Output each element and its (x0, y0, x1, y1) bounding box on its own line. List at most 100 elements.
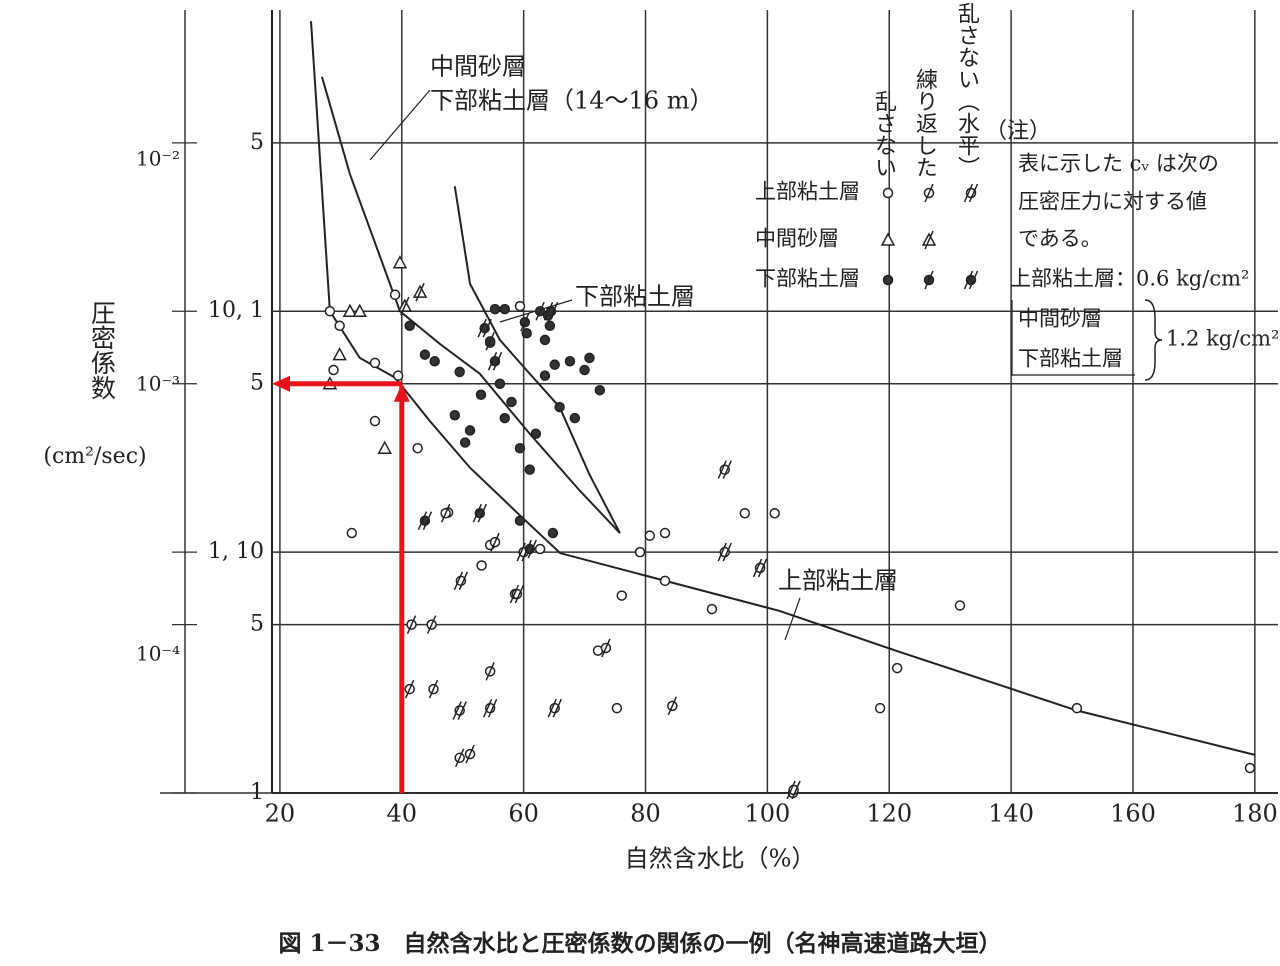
data-point (519, 312, 531, 332)
data-point (611, 702, 623, 714)
marker-shape (706, 603, 718, 615)
marker-slash (454, 748, 465, 768)
data-point (476, 560, 487, 571)
note-line: 圧密圧力に対する値 (1018, 190, 1207, 214)
marker-shape (464, 425, 476, 436)
marker-shape (569, 412, 581, 424)
data-point (786, 780, 801, 800)
marker-slash (963, 183, 974, 203)
marker-shape (882, 274, 894, 286)
data-point (406, 615, 417, 634)
marker-slash (963, 270, 974, 290)
x-tick-label: 180 (1232, 800, 1278, 828)
y-outer-label: 10⁻⁴ (136, 642, 180, 666)
curve-label: 下部粘土層 (575, 283, 695, 311)
marker-slash (406, 615, 417, 634)
y-tick-label: 1, 10 (208, 539, 264, 564)
data-point (453, 571, 469, 591)
reference-arrow (286, 381, 405, 793)
marker-shape (499, 412, 511, 424)
curve-label: 下部粘土層（14～16 m） (430, 87, 713, 115)
data-point (426, 615, 437, 634)
data-point (963, 270, 979, 290)
data-point (494, 378, 506, 389)
y-tick-label: 1 (250, 780, 264, 805)
note-brace (1144, 299, 1163, 381)
data-point (584, 352, 595, 364)
marker-shape (1071, 702, 1083, 714)
marker-shape (392, 370, 404, 381)
fitted-curve (453, 186, 621, 534)
marker-slash (426, 615, 437, 634)
marker-slash (485, 332, 495, 351)
data-point (472, 503, 487, 523)
data-point (514, 515, 526, 526)
marker-slash (722, 542, 732, 562)
data-point (419, 349, 431, 360)
data-point (392, 255, 408, 269)
data-point (328, 364, 339, 376)
marker-shape (412, 442, 423, 454)
marker-slash (487, 351, 498, 371)
marker-slash (485, 662, 495, 681)
marker-shape (534, 543, 546, 555)
data-point (569, 412, 581, 424)
marker-slash (924, 183, 934, 203)
marker-slash (428, 679, 439, 699)
marker-slash (786, 780, 796, 800)
data-point (1071, 702, 1083, 714)
marker-shape (449, 409, 461, 421)
marker-slash (968, 270, 979, 290)
marker-shape (594, 384, 606, 396)
marker-shape (611, 702, 623, 714)
fitted-curve (321, 76, 621, 534)
marker-shape (524, 464, 535, 475)
data-point (752, 558, 768, 578)
marker-slash (552, 698, 562, 718)
data-point (449, 409, 461, 421)
data-point (667, 696, 678, 716)
x-tick-label: 20 (265, 800, 296, 828)
data-point (600, 638, 612, 658)
marker-slash (968, 183, 979, 203)
marker-shape (659, 575, 671, 587)
marker-slash (548, 301, 559, 321)
marker-shape (891, 662, 903, 674)
marker-shape (352, 303, 368, 317)
marker-shape (549, 359, 560, 370)
marker-slash (417, 511, 428, 531)
marker-slash (543, 301, 554, 321)
data-point (404, 679, 415, 699)
data-point (369, 357, 381, 369)
marker-slash (757, 558, 768, 578)
marker-slash (465, 744, 475, 764)
marker-shape (404, 320, 415, 332)
marker-slash (722, 460, 732, 479)
marker-shape (882, 187, 894, 199)
data-point (489, 532, 501, 552)
chart-title: 図 1－33 自然含水比と圧密係数の関係の一例（名神高速道路大垣） (278, 930, 1001, 957)
x-tick-label: 40 (387, 800, 418, 828)
marker-shape (475, 389, 487, 401)
marker-slash (717, 542, 727, 562)
marker-slash (458, 571, 469, 591)
data-point (489, 303, 501, 315)
marker-shape (506, 396, 517, 408)
marker-slash (509, 584, 520, 604)
data-point (921, 230, 937, 250)
data-point (659, 527, 671, 539)
marker-shape (489, 303, 501, 315)
data-point (539, 370, 551, 381)
marker-slash (514, 584, 525, 604)
y-tick-label: 5 (250, 130, 264, 155)
y-tick-label: 5 (250, 371, 264, 396)
marker-slash (457, 701, 467, 720)
arrow-head (272, 375, 290, 392)
data-point (429, 355, 440, 367)
marker-shape (429, 355, 440, 367)
marker-slash (487, 698, 498, 718)
x-tick-label: 100 (744, 800, 790, 828)
data-point (717, 542, 732, 562)
data-point (524, 464, 535, 475)
